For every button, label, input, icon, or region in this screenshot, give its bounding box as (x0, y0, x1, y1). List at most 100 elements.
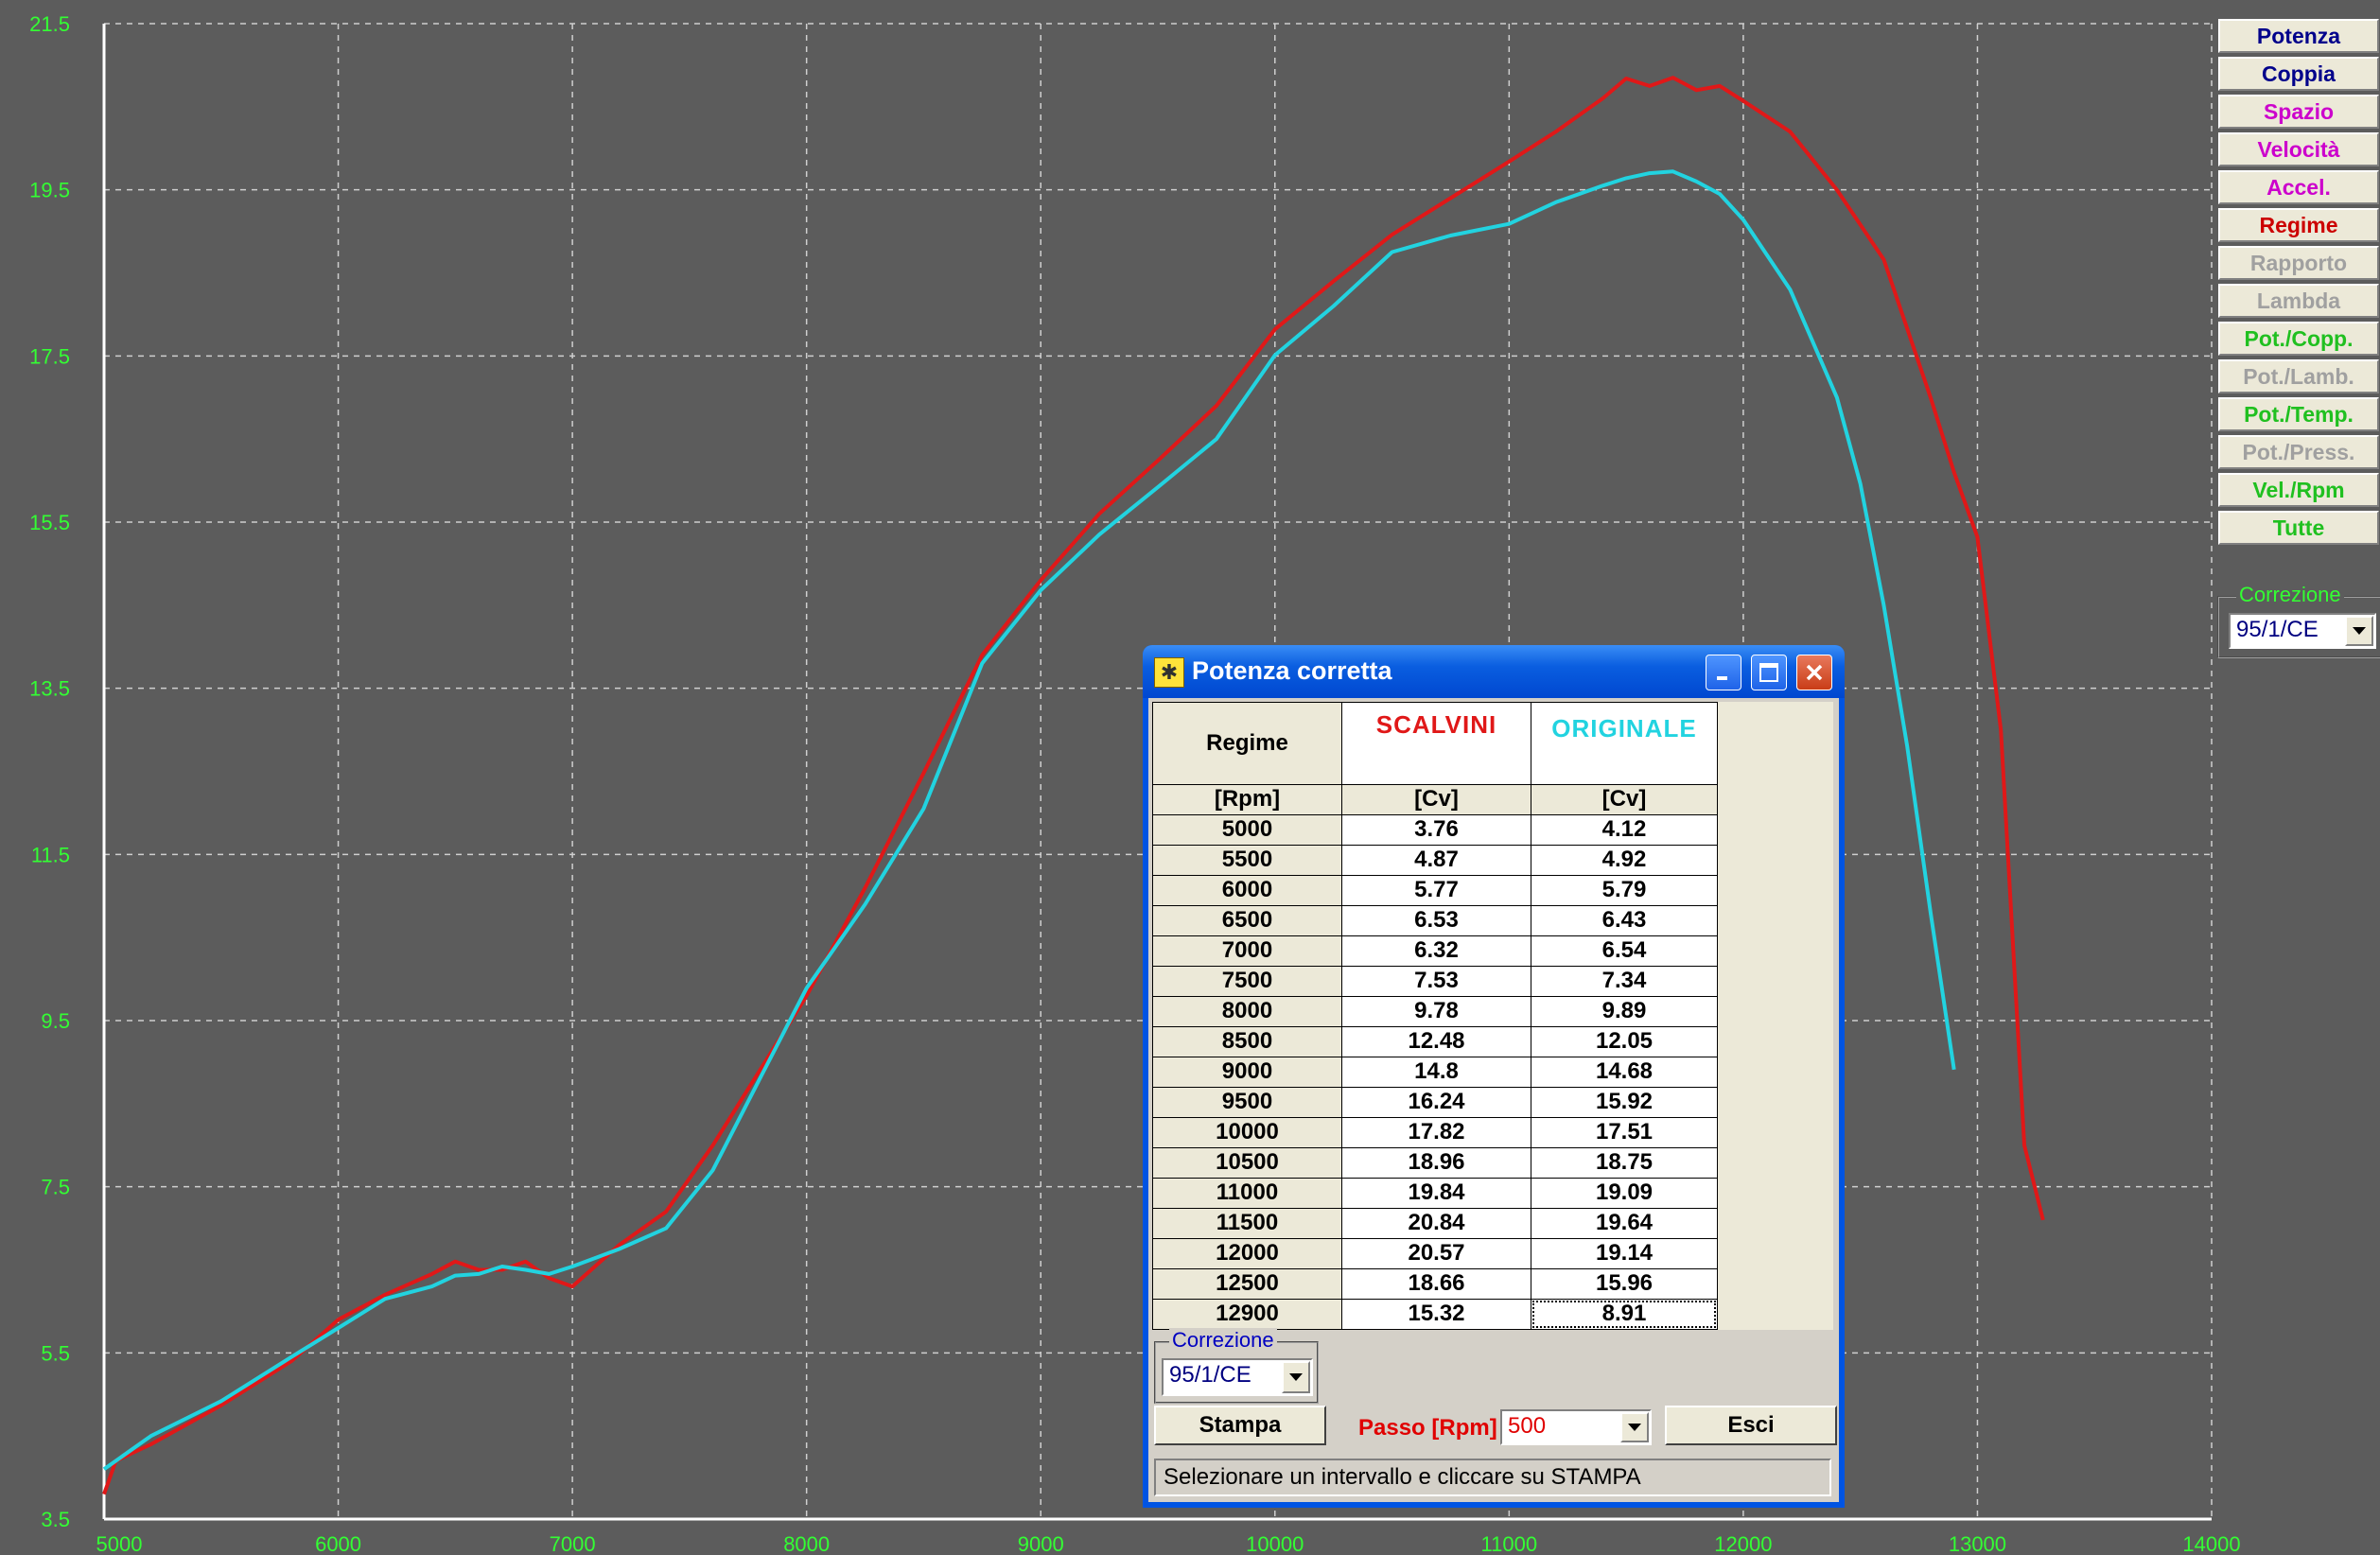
correzione-group: Correzione 95/1/CE (1154, 1328, 1319, 1404)
originale-cv-cell[interactable]: 14.68 (1531, 1057, 1718, 1088)
scalvini-cv-cell[interactable]: 15.32 (1341, 1299, 1531, 1330)
toolbar-button-pot-lamb: Pot./Lamb. (2218, 359, 2379, 393)
rpm-cell[interactable]: 11000 (1152, 1178, 1342, 1209)
toolbar-button-spazio[interactable]: Spazio (2218, 95, 2379, 129)
maximize-button[interactable] (1751, 655, 1787, 690)
rpm-cell[interactable]: 6500 (1152, 905, 1342, 936)
chart-tick-labels: 5000 6000 7000 8000 9000 10000 11000 12000 13000… (29, 12, 2240, 1555)
toolbar-button-velocità[interactable]: Velocità (2218, 132, 2379, 166)
rpm-cell[interactable]: 5500 (1152, 845, 1342, 876)
scalvini-cv-cell[interactable]: 7.53 (1341, 966, 1531, 997)
scalvini-cv-cell[interactable]: 9.78 (1341, 996, 1531, 1027)
toolbar-button-accel[interactable]: Accel. (2218, 170, 2379, 204)
maximize-icon (1759, 663, 1778, 682)
x-tick-label: 6000 (315, 1532, 361, 1555)
rpm-cell[interactable]: 12900 (1152, 1299, 1342, 1330)
side-correzione-label: Correzione (2236, 583, 2344, 607)
originale-cv-cell[interactable]: 19.09 (1531, 1178, 1718, 1209)
passo-select[interactable]: 500 (1500, 1409, 1652, 1445)
rpm-cell[interactable]: 7000 (1152, 935, 1342, 967)
x-tick-label: 10000 (1246, 1532, 1304, 1555)
correzione-select[interactable]: 95/1/CE (1162, 1358, 1313, 1396)
scalvini-cv-cell[interactable]: 5.77 (1341, 875, 1531, 906)
scalvini-cv-cell[interactable]: 20.57 (1341, 1238, 1531, 1269)
dialog-title: Potenza corretta (1192, 656, 1392, 685)
rpm-cell[interactable]: 8000 (1152, 996, 1342, 1027)
scalvini-cv-cell[interactable]: 12.48 (1341, 1026, 1531, 1057)
originale-cv-cell[interactable]: 15.92 (1531, 1087, 1718, 1118)
toolbar-button-pot-copp[interactable]: Pot./Copp. (2218, 322, 2379, 356)
rpm-cell[interactable]: 9500 (1152, 1087, 1342, 1118)
correzione-value: 95/1/CE (1169, 1362, 1251, 1388)
stampa-button[interactable]: Stampa (1154, 1406, 1326, 1445)
scalvini-cv-cell[interactable]: 16.24 (1341, 1087, 1531, 1118)
scalvini-cv-cell[interactable]: 18.66 (1341, 1268, 1531, 1300)
esci-button[interactable]: Esci (1665, 1406, 1837, 1445)
rpm-cell[interactable]: 10000 (1152, 1117, 1342, 1148)
minimize-button[interactable] (1706, 655, 1741, 690)
scalvini-cv-cell[interactable]: 18.96 (1341, 1147, 1531, 1179)
scalvini-cv-cell[interactable]: 19.84 (1341, 1178, 1531, 1209)
toolbar-button-regime[interactable]: Regime (2218, 208, 2379, 242)
originale-cv-cell[interactable]: 18.75 (1531, 1147, 1718, 1179)
chevron-down-icon[interactable] (1282, 1361, 1310, 1393)
originale-cv-cell[interactable]: 9.89 (1531, 996, 1718, 1027)
x-tick-label: 7000 (550, 1532, 596, 1555)
passo-value: 500 (1508, 1413, 1547, 1439)
power-table: Regime SCALVINI ORIGINALE [Rpm] [Cv] [Cv] 5… (1152, 702, 1833, 1330)
rpm-cell[interactable]: 11500 (1152, 1208, 1342, 1239)
rpm-cell[interactable]: 9000 (1152, 1057, 1342, 1088)
table-header-regime: Regime (1152, 702, 1342, 785)
close-button[interactable] (1796, 655, 1832, 690)
y-tick-label: 11.5 (31, 843, 70, 866)
rpm-cell[interactable]: 12500 (1152, 1268, 1342, 1300)
table-header-scalvini-label: SCALVINI (1375, 710, 1497, 739)
originale-cv-cell[interactable]: 19.64 (1531, 1208, 1718, 1239)
rpm-cell[interactable]: 7500 (1152, 966, 1342, 997)
scalvini-cv-cell[interactable]: 20.84 (1341, 1208, 1531, 1239)
table-header-originale: ORIGINALE (1531, 702, 1718, 785)
close-icon (1806, 664, 1823, 681)
rpm-cell[interactable]: 8500 (1152, 1026, 1342, 1057)
originale-cv-cell[interactable]: 17.51 (1531, 1117, 1718, 1148)
scalvini-cv-cell[interactable]: 14.8 (1341, 1057, 1531, 1088)
originale-cv-cell[interactable]: 8.91 (1531, 1299, 1718, 1330)
rpm-cell[interactable]: 6000 (1152, 875, 1342, 906)
toolbar-button-pot-temp[interactable]: Pot./Temp. (2218, 397, 2379, 431)
toolbar-button-vel-rpm[interactable]: Vel./Rpm (2218, 473, 2379, 507)
toolbar-button-potenza[interactable]: Potenza (2218, 19, 2379, 53)
side-correzione-group: Correzione 95/1/CE (2217, 583, 2380, 658)
scalvini-cv-cell[interactable]: 3.76 (1341, 814, 1531, 846)
originale-cv-cell[interactable]: 6.43 (1531, 905, 1718, 936)
originale-cv-cell[interactable]: 4.92 (1531, 845, 1718, 876)
scalvini-cv-cell[interactable]: 6.32 (1341, 935, 1531, 967)
esci-button-label: Esci (1727, 1412, 1775, 1438)
originale-cv-cell[interactable]: 4.12 (1531, 814, 1718, 846)
originale-cv-cell[interactable]: 19.14 (1531, 1238, 1718, 1269)
toolbar-button-tutte[interactable]: Tutte (2218, 511, 2379, 545)
chevron-down-icon[interactable] (1620, 1412, 1649, 1442)
scalvini-cv-cell[interactable]: 6.53 (1341, 905, 1531, 936)
originale-cv-cell[interactable]: 12.05 (1531, 1026, 1718, 1057)
x-tick-label: 9000 (1018, 1532, 1064, 1555)
x-tick-label: 12000 (1714, 1532, 1772, 1555)
originale-cv-cell[interactable]: 5.79 (1531, 875, 1718, 906)
rpm-cell[interactable]: 10500 (1152, 1147, 1342, 1179)
originale-cv-cell[interactable]: 6.54 (1531, 935, 1718, 967)
rpm-cell[interactable]: 12000 (1152, 1238, 1342, 1269)
x-tick-label: 13000 (1949, 1532, 2006, 1555)
chevron-down-icon[interactable] (2345, 616, 2373, 646)
chart-series (102, 76, 2045, 1495)
scalvini-cv-cell[interactable]: 4.87 (1341, 845, 1531, 876)
originale-cv-cell[interactable]: 7.34 (1531, 966, 1718, 997)
side-correzione-select[interactable]: 95/1/CE (2229, 613, 2376, 649)
toolbar-button-coppia[interactable]: Coppia (2218, 57, 2379, 91)
originale-cv-cell[interactable]: 15.96 (1531, 1268, 1718, 1300)
dialog-titlebar[interactable]: ✱ Potenza corretta (1143, 645, 1845, 698)
potenza-corretta-dialog: ✱ Potenza corretta Regime SCALVINI ORIGI… (1143, 645, 1845, 1508)
y-tick-label: 13.5 (29, 677, 70, 701)
scalvini-cv-cell[interactable]: 17.82 (1341, 1117, 1531, 1148)
toolbar-button-rapporto: Rapporto (2218, 246, 2379, 280)
rpm-cell[interactable]: 5000 (1152, 814, 1342, 846)
